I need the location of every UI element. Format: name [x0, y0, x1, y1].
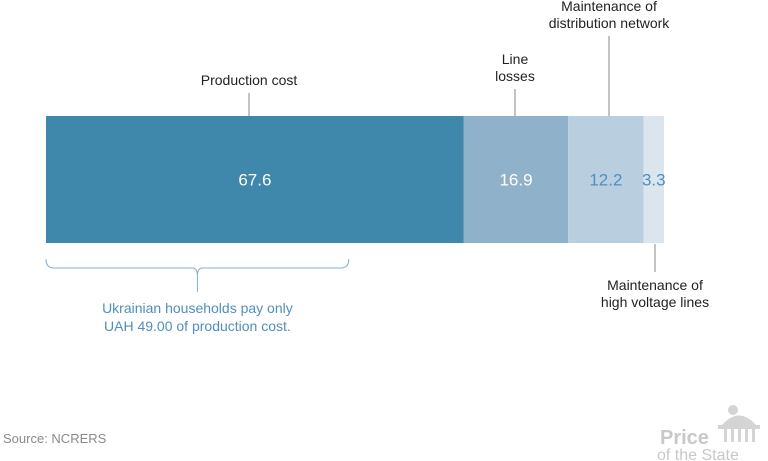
- segment-value-2: 16.9: [499, 171, 532, 190]
- label-high-voltage-1: Maintenance of: [607, 277, 703, 293]
- bar-segments: [46, 116, 664, 243]
- label-high-voltage-2: high voltage lines: [601, 294, 709, 310]
- logo-text-of-the-state: of the State: [657, 447, 739, 461]
- logo-text-price: Price: [660, 427, 709, 449]
- segment-values: 67.6 16.9 12.2 3.3: [238, 171, 665, 190]
- label-production-cost: Production cost: [201, 72, 298, 88]
- bar-segment-1: [46, 116, 464, 243]
- bar-segment-4: [643, 116, 664, 243]
- building-icon: [718, 405, 760, 442]
- annotation-bracket: [45, 258, 350, 277]
- annotation-line-2: UAH 49.00 of production cost.: [104, 318, 291, 334]
- bar-segment-2: [463, 116, 569, 243]
- label-distribution-2: distribution network: [549, 15, 671, 31]
- price-of-the-state-logo: Price of the State: [657, 405, 760, 461]
- segment-value-1: 67.6: [238, 171, 271, 190]
- label-line-losses-1: Line: [502, 51, 529, 67]
- segment-value-3: 12.2: [589, 171, 622, 190]
- label-line-losses-2: losses: [495, 68, 535, 84]
- annotation-line-1: Ukrainian households pay only: [102, 300, 293, 316]
- bar-segment-3: [568, 116, 644, 243]
- segment-value-4: 3.3: [642, 171, 666, 190]
- label-distribution-1: Maintenance of: [561, 0, 657, 14]
- source-note: Source: NCRERS: [3, 431, 107, 446]
